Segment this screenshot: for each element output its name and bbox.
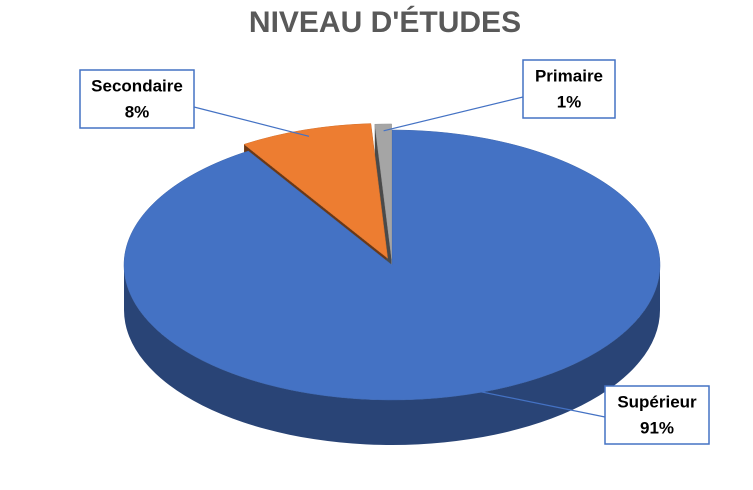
label-category: Primaire [535,66,603,85]
label-category: Secondaire [91,76,183,95]
slice-wall [374,124,392,304]
slice-side [124,265,660,445]
leader-line [193,106,310,137]
chart-title: NIVEAU D'ÉTUDES [249,5,521,39]
label-box [522,59,616,119]
pie-slice [243,123,388,259]
leader-line [462,387,606,418]
slice-sides [124,265,660,445]
data-label: 8% [125,102,150,121]
data-label: 91% [640,418,674,437]
data-label: 1% [557,92,582,111]
slice-tops [123,123,661,401]
leader-line [383,96,524,132]
label-category: Supérieur [617,392,697,411]
label-box [79,69,195,129]
pie-slice [123,129,661,401]
label-box [604,385,710,445]
pie-slice [374,123,392,259]
